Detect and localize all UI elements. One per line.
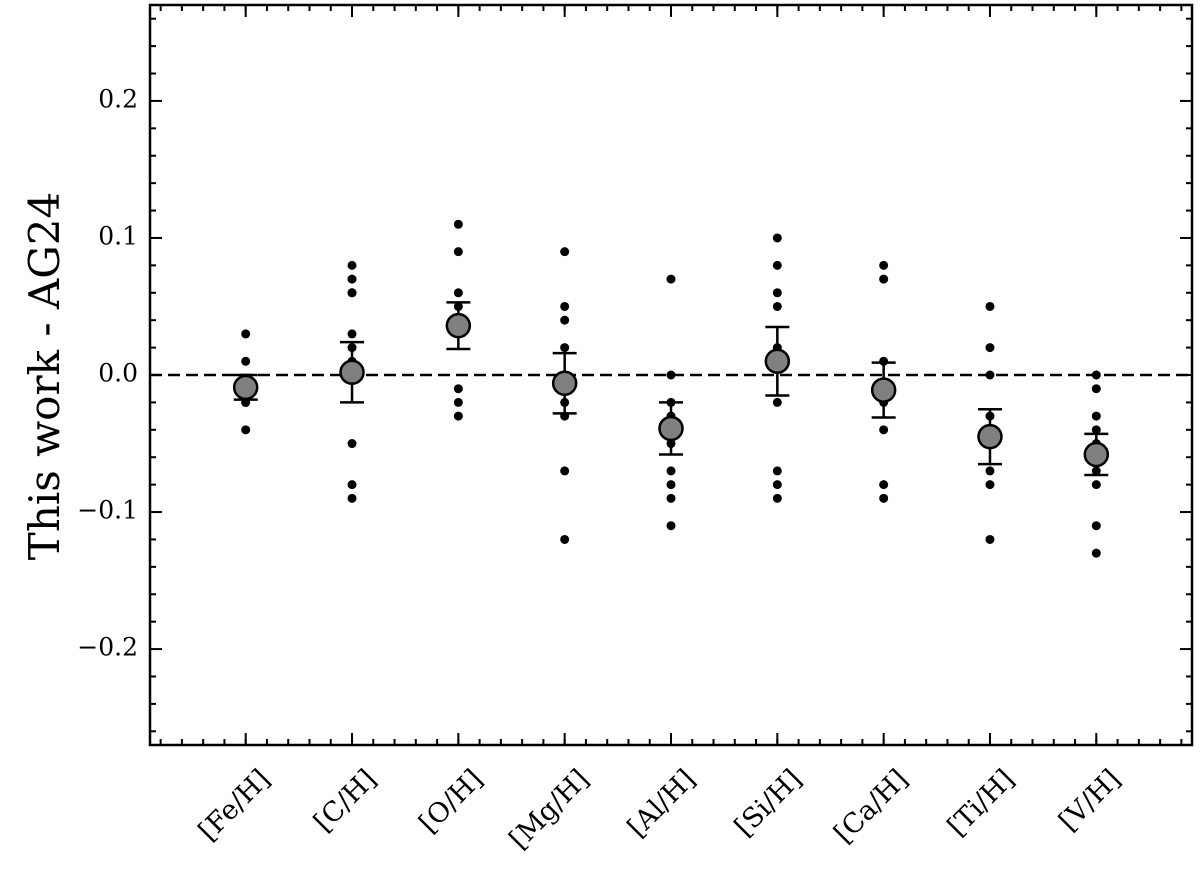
x-tick-label: [Fe/H] <box>193 764 276 847</box>
sample-point <box>666 370 676 380</box>
sample-point <box>985 534 995 544</box>
x-tick-label: [Al/H] <box>622 764 702 844</box>
mean-point <box>551 370 578 396</box>
sample-point <box>985 301 995 311</box>
mean-point <box>339 359 365 386</box>
x-tick-label: [Ca/H] <box>828 764 914 850</box>
sample-point <box>985 466 995 476</box>
sample-point <box>772 493 782 503</box>
y-tick-label: −0.1 <box>77 496 138 525</box>
sample-point <box>453 411 463 421</box>
y-axis-label: This work - AG24 <box>20 192 69 560</box>
x-tick-label: [Mg/H] <box>504 764 596 856</box>
sample-point <box>666 493 676 503</box>
sample-point <box>1091 411 1101 421</box>
sample-point <box>560 247 570 257</box>
mean-point <box>658 415 684 442</box>
sample-point <box>772 397 782 407</box>
mean-point <box>977 423 1003 450</box>
plot-frame <box>148 3 1194 747</box>
sample-point <box>560 301 570 311</box>
y-tick-label: 0.2 <box>98 84 138 113</box>
mean-point <box>1083 441 1110 468</box>
sample-point <box>772 466 782 476</box>
sample-point <box>985 343 995 353</box>
sample-point <box>347 480 357 490</box>
sample-point <box>347 288 357 298</box>
sample-point <box>453 288 463 298</box>
sample-point <box>347 260 357 270</box>
sample-point <box>453 219 463 229</box>
sample-point <box>241 356 251 366</box>
sample-point <box>560 466 570 476</box>
x-tick-label: [Ti/H] <box>942 764 1021 843</box>
sample-point <box>985 370 995 380</box>
sample-point <box>347 439 357 449</box>
sample-point <box>772 260 782 270</box>
y-tick-label: 0.0 <box>98 359 138 388</box>
sample-point <box>772 233 782 243</box>
mean-point <box>764 348 791 375</box>
x-tick-label: [V/H] <box>1053 764 1127 838</box>
mean-point <box>445 312 472 339</box>
mean-point <box>232 374 259 401</box>
sample-point <box>985 480 995 490</box>
y-tick-label: −0.2 <box>77 633 138 662</box>
mean-point <box>870 377 897 403</box>
x-tick-label: [C/H] <box>308 764 383 839</box>
sample-point <box>241 329 251 339</box>
y-tick-label: 0.1 <box>98 221 138 250</box>
x-tick-label: [Si/H] <box>729 764 808 843</box>
sample-point <box>666 274 676 284</box>
sample-point <box>879 260 889 270</box>
sample-point <box>347 274 357 284</box>
sample-point <box>453 397 463 407</box>
sample-point <box>1091 548 1101 558</box>
sample-point <box>879 480 889 490</box>
sample-point <box>879 425 889 435</box>
sample-point <box>453 384 463 394</box>
sample-point <box>1091 521 1101 531</box>
sample-point <box>560 343 570 353</box>
sample-point <box>347 329 357 339</box>
sample-point <box>879 493 889 503</box>
sample-point <box>560 534 570 544</box>
x-tick-label: [O/H] <box>413 764 489 840</box>
sample-point <box>666 480 676 490</box>
sample-point <box>347 493 357 503</box>
sample-point <box>772 288 782 298</box>
sample-point <box>1091 370 1101 380</box>
sample-point <box>666 466 676 476</box>
sample-point <box>1091 425 1101 435</box>
sample-point <box>1091 480 1101 490</box>
sample-point <box>666 521 676 531</box>
sample-point <box>772 301 782 311</box>
sample-point <box>241 425 251 435</box>
sample-point <box>772 480 782 490</box>
sample-point <box>879 274 889 284</box>
sample-point <box>1091 384 1101 394</box>
sample-point <box>560 315 570 325</box>
sample-point <box>453 247 463 257</box>
